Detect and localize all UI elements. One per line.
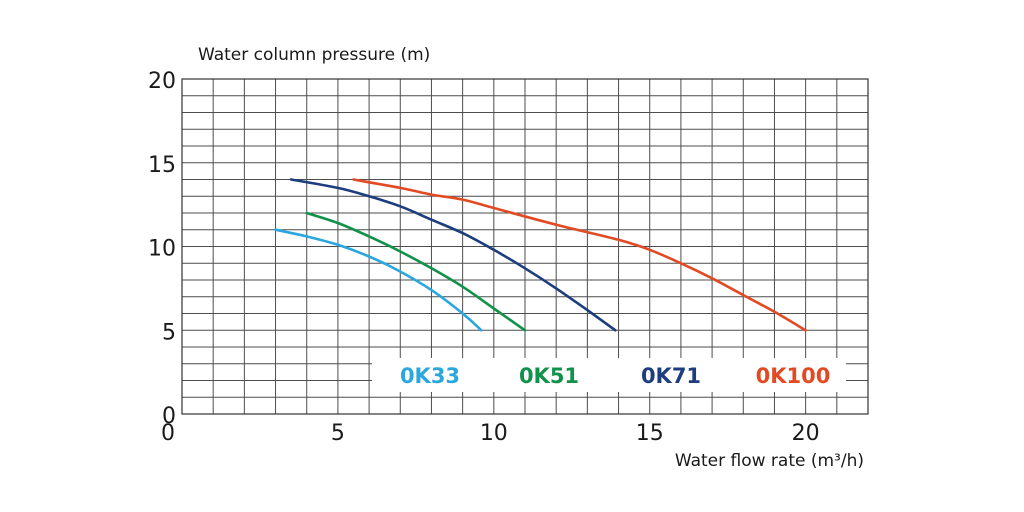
curve-0k33 [274,228,483,332]
y-tick-labels: 0 5 10 15 20 [148,69,176,429]
legend-box [372,358,846,392]
curve-0k71 [289,178,617,332]
x-axis-label: Water flow rate (m³/h) [675,451,864,471]
legend-label-0k71: 0K71 [641,364,701,388]
x-tick-label: 10 [480,421,508,446]
x-tick-label: 0 [161,421,175,446]
x-tick-label: 20 [792,421,820,446]
y-tick-label: 20 [148,69,176,94]
y-tick-label: 10 [148,237,176,262]
legend-label-0k51: 0K51 [519,364,579,388]
y-axis-label: Water column pressure (m) [198,45,430,65]
y-tick-label: 0 [162,404,176,429]
pump-curves [274,178,807,332]
curve-0k51 [305,211,527,332]
y-tick-label: 5 [162,320,176,345]
legend-label-0k33: 0K33 [400,364,460,388]
plot-frame [181,78,869,415]
x-tick-labels: 0 5 10 15 20 [161,421,820,446]
x-tick-label: 15 [636,421,664,446]
legend-label-0k100: 0K100 [756,364,831,388]
curve-0k100 [352,178,807,332]
x-tick-label: 5 [331,421,345,446]
legend: 0K33 0K51 0K71 0K100 [372,358,846,392]
y-tick-label: 15 [148,153,176,178]
